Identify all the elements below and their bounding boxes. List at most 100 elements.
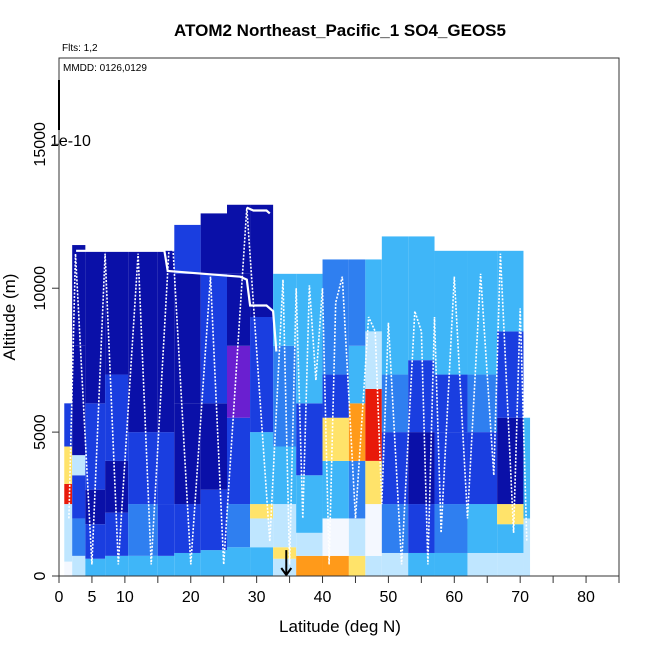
heatmap-cell [157, 555, 175, 576]
y-axis: 0 5000 10000 15000 [32, 122, 59, 580]
y-tick-label: 10000 [32, 266, 49, 311]
flight-track-level [246, 206, 271, 215]
heatmap-cell [348, 259, 366, 346]
heatmap-cell [250, 432, 274, 505]
heatmap-cell [322, 460, 349, 519]
x-tick-label: 20 [182, 589, 200, 606]
x-axis-label: Latitude (deg N) [279, 617, 401, 636]
heatmap-cell [273, 504, 297, 548]
x-tick-label: 40 [314, 589, 332, 606]
heatmap-cells [64, 204, 531, 576]
heatmap-cell [296, 475, 323, 533]
heatmap-cell [467, 504, 498, 553]
heatmap-cell [250, 547, 274, 576]
flight-track-profile [68, 207, 528, 565]
heatmap-cell [434, 250, 468, 375]
x-tick-label: 60 [445, 589, 463, 606]
heatmap-cell [200, 550, 227, 576]
heatmap-cell [157, 250, 175, 433]
heatmap-cell [174, 504, 201, 553]
y-tick-label: 5000 [32, 414, 49, 450]
heatmap-cell [467, 374, 498, 433]
heatmap-cell [174, 224, 201, 274]
heatmap-cell [227, 273, 251, 346]
heatmap-cell [64, 403, 73, 447]
heatmap-cell [348, 518, 366, 556]
heatmap-cell [72, 455, 86, 476]
heatmap-cell [365, 504, 382, 556]
heatmap-cell [72, 345, 86, 456]
heatmap-cell [497, 552, 524, 576]
heatmap-cell [85, 524, 106, 559]
heatmap-cell [227, 417, 251, 505]
heatmap-cell [72, 518, 86, 556]
heatmap-cell [296, 555, 323, 576]
y-tick-label: 15000 [32, 122, 49, 167]
heatmap-cell [157, 504, 175, 556]
heatmap-cell [200, 213, 227, 274]
heatmap-cell [523, 518, 531, 576]
x-tick-label: 5 [87, 589, 96, 606]
heatmap-cell [105, 374, 129, 461]
heatmap-cell [105, 250, 129, 375]
heatmap-cell [174, 403, 201, 505]
heatmap-cell [322, 555, 349, 576]
heatmap-cell [128, 432, 158, 505]
heatmap-cell [85, 489, 106, 525]
heatmap-cell [497, 504, 524, 525]
x-axis: 0 5 10 20 30 40 50 60 70 80 [55, 576, 620, 606]
heatmap-cell [227, 345, 251, 418]
heatmap-cell [348, 403, 366, 461]
heatmap-cell [322, 374, 349, 418]
heatmap-cell [227, 547, 251, 576]
heatmap-cell [381, 236, 409, 375]
y-tick-label: 0 [32, 571, 49, 580]
heatmap-cell [72, 555, 86, 576]
heatmap-cell [64, 504, 73, 562]
chart-title: ATOM2 Northeast_Pacific_1 SO4_GEOS5 [174, 21, 506, 40]
plot-frame [58, 57, 620, 577]
x-tick-label: 30 [248, 589, 266, 606]
flight-track-level [76, 249, 278, 352]
heatmap-cell [408, 236, 435, 361]
heatmap-cell [157, 432, 175, 505]
heatmap-cell [467, 250, 498, 375]
heatmap-cell [365, 331, 382, 389]
dates-label: MMDD: 0126,0129 [63, 63, 147, 74]
heatmap-cell [250, 317, 274, 433]
heatmap-cell [72, 475, 86, 519]
heatmap-cell [105, 460, 129, 513]
flight-tracks [68, 206, 528, 577]
heatmap-cell [523, 417, 531, 519]
x-tick-label: 70 [511, 589, 529, 606]
heatmap-cell [200, 489, 227, 551]
heatmap-cell [273, 446, 297, 505]
heatmap-cell [273, 273, 297, 346]
x-tick-label: 80 [577, 589, 595, 606]
heatmap-cell [105, 512, 129, 556]
heatmap-cell [381, 552, 409, 576]
scale-label: 1e-10 [50, 133, 91, 150]
x-tick-label: 10 [116, 589, 134, 606]
heatmap-cell [497, 524, 524, 553]
heatmap-cell [365, 555, 382, 576]
heatmap-cell [296, 532, 323, 556]
heatmap-cell [408, 504, 435, 553]
heatmap-cell [64, 446, 73, 484]
flights-label: Flts: 1,2 [62, 43, 98, 54]
heatmap-cell [250, 504, 274, 519]
heatmap-cell [434, 504, 468, 553]
heatmap-cell [497, 331, 524, 418]
heatmap-cell [64, 561, 73, 576]
heatmap-cell [467, 552, 498, 576]
heatmap-cell [408, 552, 435, 576]
heatmap-cell [128, 555, 158, 576]
heatmap-cell [348, 460, 366, 519]
heatmap-cell [200, 403, 227, 490]
heatmap-cell [322, 518, 349, 556]
heatmap-cell [434, 552, 468, 576]
heatmap-cell [64, 483, 73, 505]
arrow-marker-head [280, 567, 293, 577]
heatmap-cell [174, 552, 201, 576]
